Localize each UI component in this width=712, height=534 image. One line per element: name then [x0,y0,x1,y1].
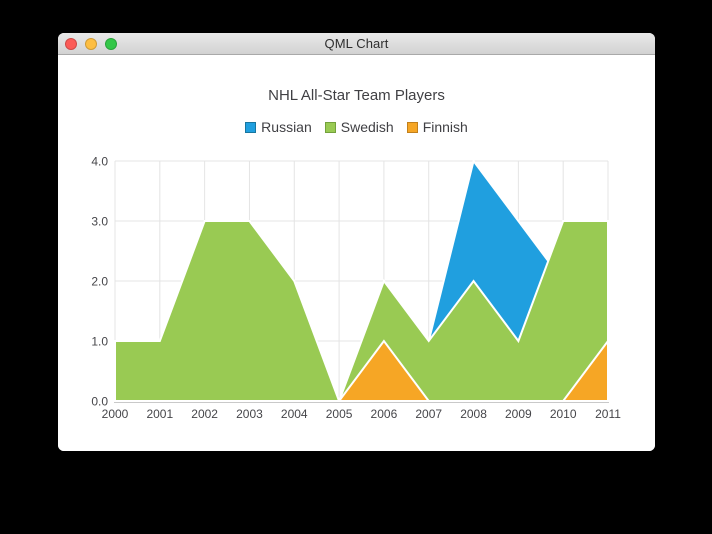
x-axis-label: 2008 [460,407,487,421]
x-axis-label: 2004 [281,407,308,421]
legend-label: Finnish [422,119,468,135]
chart-title: NHL All-Star Team Players [268,87,445,104]
legend-marker-russian-icon [245,121,257,133]
x-axis-label: 2006 [371,407,398,421]
legend-item-russian[interactable]: Russian [245,119,312,135]
legend-marker-finnish-icon [406,121,418,133]
window-title-bar[interactable]: QML Chart [58,33,655,55]
legend-label: Swedish [340,119,394,135]
x-axis-label: 2000 [102,407,129,421]
legend-marker-swedish-icon [324,121,336,133]
legend-label: Russian [261,119,312,135]
x-axis-label: 2001 [146,407,173,421]
x-axis-label: 2010 [550,407,577,421]
zoom-button[interactable] [105,37,117,50]
chart-legend: Russian Swedish Finnish [58,119,655,135]
x-axis-label: 2002 [191,407,218,421]
minimize-button[interactable] [85,37,97,50]
x-axis-label: 2011 [595,407,621,421]
x-axis-label: 2007 [415,407,442,421]
y-axis-label: 1.0 [91,335,108,349]
x-axis-label: 2009 [505,407,532,421]
close-button[interactable] [65,37,77,50]
y-axis-label: 3.0 [91,215,108,229]
x-axis-label: 2003 [236,407,263,421]
chart-canvas: 2000 2001 2002 2003 2004 2005 2006 2007 2008 2009… [91,87,621,421]
legend-item-swedish[interactable]: Swedish [324,119,394,135]
window-title: QML Chart [324,36,389,51]
y-axis-label: 0.0 [91,395,108,409]
legend-item-finnish[interactable]: Finnish [406,119,468,135]
traffic-lights [65,33,117,54]
chart-view: 2000 2001 2002 2003 2004 2005 2006 2007 2008 2009… [58,55,655,451]
qml-chart-window: QML Chart 2000 2001 2002 2003 2004 2005 2006 20… [58,33,655,451]
x-axis-label: 2005 [326,407,353,421]
y-axis-label: 4.0 [91,155,108,169]
area-finnish [115,337,609,402]
y-axis-label: 2.0 [91,275,108,289]
